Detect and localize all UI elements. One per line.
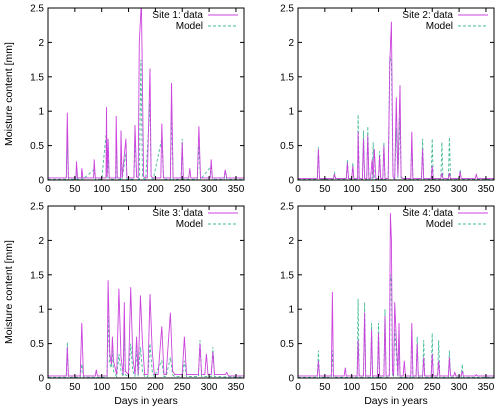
x-axis-label: Days in years [114, 395, 178, 407]
x-tick-label: 150 [120, 184, 137, 195]
legend-label: Site 3: data [152, 208, 203, 219]
series-line-model [298, 56, 494, 180]
x-tick-label: 100 [343, 184, 360, 195]
legend-label: Model [426, 21, 453, 32]
x-tick-label: 100 [93, 382, 110, 393]
panel-1: 0 50 100 150 200 250 300 350 0 0.5 1 1.5 2 2.5 Site 1:… [3, 4, 245, 196]
x-tick-label: 50 [319, 184, 331, 195]
x-tick-label: 0 [45, 184, 51, 195]
legend-label: Model [426, 219, 453, 230]
series-line-data [298, 21, 494, 180]
y-tick-label: 1 [288, 107, 294, 118]
y-tick-label: 1 [38, 305, 44, 316]
x-tick-label: 50 [319, 382, 331, 393]
x-tick-label: 0 [45, 382, 51, 393]
legend-label: Site 1: data [152, 10, 203, 21]
x-axis-label: Days in years [364, 395, 428, 407]
x-tick-label: 150 [120, 382, 137, 393]
x-tick-label: 350 [228, 382, 245, 393]
x-tick-label: 0 [295, 382, 301, 393]
y-tick-label: 2.5 [30, 202, 44, 213]
y-tick-label: 0.5 [280, 141, 294, 152]
x-tick-label: 150 [370, 382, 387, 393]
y-tick-label: 0.5 [30, 141, 44, 152]
x-tick-label: 200 [397, 184, 414, 195]
x-tick-label: 50 [69, 382, 81, 393]
y-axis-label: Moisture content [mm] [3, 42, 15, 146]
legend-label: Model [176, 21, 203, 32]
y-tick-label: 2 [288, 236, 294, 247]
y-tick-label: 0 [38, 374, 44, 385]
y-tick-label: 2 [38, 38, 44, 49]
x-tick-label: 350 [228, 184, 245, 195]
series-line-model [48, 59, 244, 180]
y-tick-label: 2.5 [280, 202, 294, 213]
legend-label: Site 4: data [402, 208, 453, 219]
y-tick-label: 1 [288, 305, 294, 316]
x-tick-label: 200 [147, 184, 164, 195]
legend-label: Model [176, 219, 203, 230]
x-tick-label: 250 [174, 382, 191, 393]
x-tick-label: 100 [343, 382, 360, 393]
legend-label: Site 2: data [402, 10, 453, 21]
x-tick-label: 0 [295, 184, 301, 195]
x-tick-label: 200 [397, 382, 414, 393]
y-tick-label: 1 [38, 107, 44, 118]
series-line-data [48, 280, 244, 377]
x-tick-label: 150 [370, 184, 387, 195]
x-tick-label: 100 [93, 184, 110, 195]
y-tick-label: 0.5 [30, 339, 44, 350]
y-tick-label: 1.5 [30, 72, 44, 83]
x-tick-label: 250 [424, 382, 441, 393]
x-tick-label: 300 [451, 184, 468, 195]
plot-frame [47, 205, 245, 379]
y-tick-label: 2 [288, 38, 294, 49]
y-tick-label: 0 [288, 374, 294, 385]
y-tick-label: 2.5 [30, 4, 44, 15]
panel-2: 0 50 100 150 200 250 300 350 0 0.5 1 1.5 2 2.5 Site 2:… [280, 4, 495, 196]
y-tick-label: 1.5 [280, 72, 294, 83]
panel-4: 0 50 100 150 200 250 300 350 0 0.5 1 1.5 2 2.5 Site 4:… [280, 202, 495, 408]
series-line-data [48, 8, 244, 179]
plot-frame [47, 7, 245, 181]
series-line-data [298, 212, 494, 377]
x-tick-label: 300 [201, 382, 218, 393]
x-tick-label: 200 [147, 382, 164, 393]
y-tick-label: 1.5 [30, 270, 44, 281]
x-tick-label: 250 [174, 184, 191, 195]
x-tick-label: 300 [451, 382, 468, 393]
plot-frame [297, 205, 495, 379]
panel-3: 0 50 100 150 200 250 300 350 0 0.5 1 1.5 2 2.5 Site 3:… [3, 202, 245, 408]
y-tick-label: 1.5 [280, 270, 294, 281]
x-tick-label: 350 [478, 184, 495, 195]
y-tick-label: 2 [38, 236, 44, 247]
x-tick-label: 250 [424, 184, 441, 195]
x-tick-label: 50 [69, 184, 81, 195]
x-tick-label: 300 [201, 184, 218, 195]
y-tick-label: 0 [38, 176, 44, 187]
series-line-model [48, 316, 244, 378]
y-tick-label: 2.5 [280, 4, 294, 15]
x-tick-label: 350 [478, 382, 495, 393]
y-tick-label: 0.5 [280, 339, 294, 350]
plot-frame [297, 7, 495, 181]
y-axis-label: Moisture content [mm] [3, 240, 15, 344]
y-tick-label: 0 [288, 176, 294, 187]
